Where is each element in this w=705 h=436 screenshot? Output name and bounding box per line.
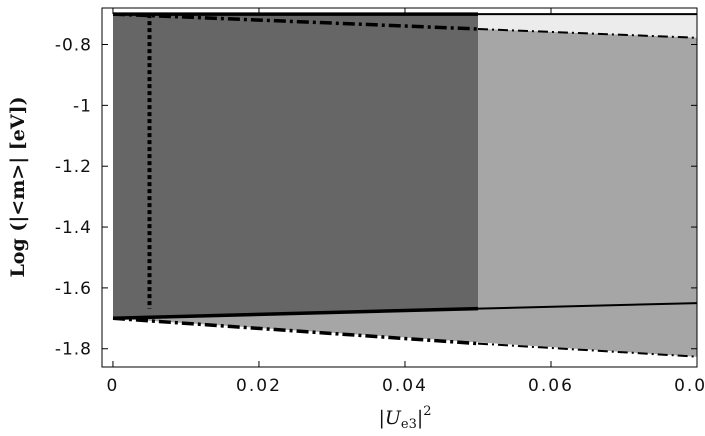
y-tick-label: -1 bbox=[73, 96, 92, 116]
plot-frame bbox=[101, 7, 698, 368]
shaded-regions bbox=[113, 14, 697, 357]
series-line-3 bbox=[477, 28, 698, 39]
series-lines bbox=[112, 12, 698, 358]
x-tick-label: 0.08 bbox=[674, 376, 705, 396]
y-axis-label: Log (|<m>| [eV]) bbox=[7, 96, 29, 277]
series-line-4 bbox=[112, 306, 479, 321]
x-axis-ticks: 0 0.02 0.04 0.06 0.08 bbox=[107, 8, 705, 396]
x-tick-label: 0.04 bbox=[382, 376, 428, 396]
y-tick-label: -1.6 bbox=[55, 279, 92, 299]
x-tick-label: 0.06 bbox=[528, 376, 574, 396]
x-axis-label: |Ue3|2 bbox=[378, 404, 431, 432]
series-line-7 bbox=[477, 342, 698, 358]
x-tick-label: 0.02 bbox=[236, 376, 282, 396]
y-axis-ticks: -0.8 -1 -1.2 -1.4 -1.6 -1.8 bbox=[55, 36, 697, 360]
series-line-6 bbox=[112, 316, 479, 346]
y-tick-label: -1.8 bbox=[55, 340, 92, 360]
x-tick-label: 0 bbox=[107, 376, 120, 396]
y-tick-label: -1.2 bbox=[55, 157, 92, 177]
y-tick-label: -0.8 bbox=[55, 36, 92, 56]
region-2 bbox=[113, 14, 478, 319]
series-line-2 bbox=[112, 12, 479, 31]
y-tick-label: -1.4 bbox=[55, 218, 92, 238]
series-line-5 bbox=[477, 302, 698, 310]
